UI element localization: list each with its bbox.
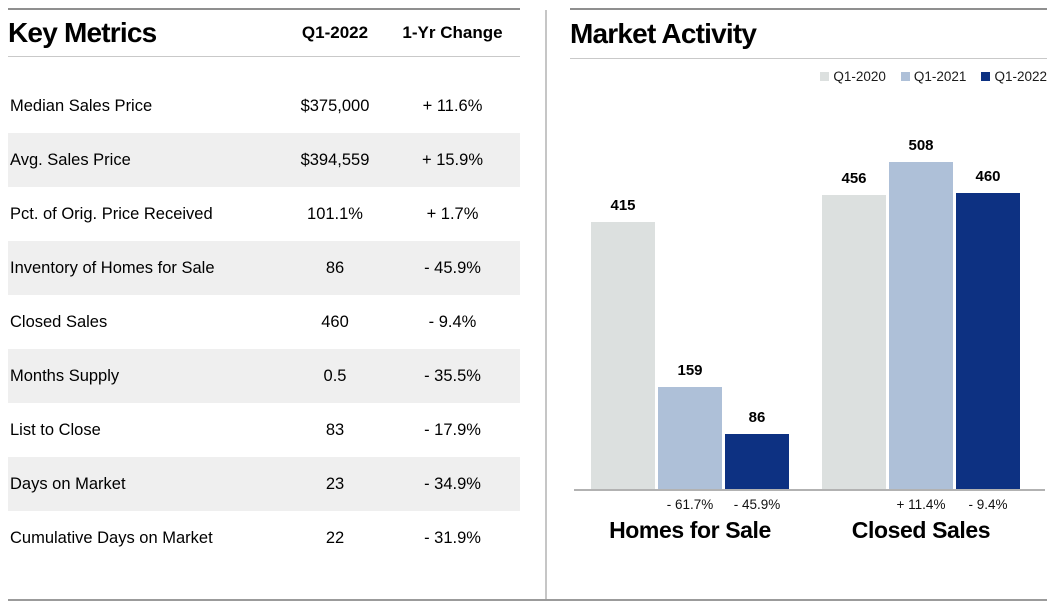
metric-change: + 15.9% bbox=[421, 150, 483, 169]
category-label-homes-for-sale: Homes for Sale bbox=[609, 517, 771, 543]
legend-swatch-icon bbox=[981, 71, 991, 81]
metric-value: 0.5 bbox=[323, 366, 347, 385]
bar-value-label: 415 bbox=[610, 197, 636, 214]
table-row: Closed Sales 460 - 9.4% bbox=[8, 295, 520, 349]
bar-q1-2020-closed-sales bbox=[822, 195, 886, 489]
bar-value-label: 86 bbox=[748, 409, 766, 426]
key-metrics-header: Key Metrics Q1-2022 1-Yr Change bbox=[8, 10, 520, 57]
metric-label: Avg. Sales Price bbox=[10, 150, 131, 169]
table-row: Pct. of Orig. Price Received 101.1% + 1.7% bbox=[8, 187, 520, 241]
metric-change: - 45.9% bbox=[424, 258, 481, 277]
bar-pct-change-label: - 45.9% bbox=[733, 497, 781, 512]
table-row: Median Sales Price $375,000 + 11.6% bbox=[8, 79, 520, 133]
bar-q1-2022-closed-sales bbox=[956, 193, 1020, 489]
bar-q1-2021-homes-for-sale bbox=[658, 387, 722, 489]
metric-change: - 17.9% bbox=[424, 420, 481, 439]
market-activity-title: Market Activity bbox=[570, 18, 757, 49]
bar-pct-change-label: - 9.4% bbox=[968, 497, 1008, 512]
bar-value-label: 508 bbox=[908, 137, 934, 154]
metric-value: 86 bbox=[325, 258, 345, 277]
table-row: Cumulative Days on Market 22 - 31.9% bbox=[8, 511, 520, 565]
market-activity-panel: Market Activity Q1-2020 Q1-2021 Q1-2022 41… bbox=[570, 8, 1047, 556]
bar-q1-2022-homes-for-sale bbox=[725, 434, 789, 489]
bottom-rule bbox=[8, 599, 1047, 601]
table-row: Avg. Sales Price $394,559 + 15.9% bbox=[8, 133, 520, 187]
table-row: List to Close 83 - 17.9% bbox=[8, 403, 520, 457]
metric-label: Cumulative Days on Market bbox=[10, 528, 213, 547]
metrics-rows: Median Sales Price $375,000 + 11.6% Avg. Sa… bbox=[8, 79, 520, 565]
metric-value: 101.1% bbox=[307, 204, 363, 223]
table-row: Days on Market 23 - 34.9% bbox=[8, 457, 520, 511]
table-row: Inventory of Homes for Sale 86 - 45.9% bbox=[8, 241, 520, 295]
metric-value: 23 bbox=[325, 474, 345, 493]
metric-label: Closed Sales bbox=[10, 312, 108, 331]
metric-change: - 34.9% bbox=[424, 474, 481, 493]
metric-change: - 9.4% bbox=[428, 312, 477, 331]
metric-value: $375,000 bbox=[300, 96, 370, 115]
vertical-divider bbox=[545, 10, 547, 600]
bar-pct-change-label: - 61.7% bbox=[666, 497, 714, 512]
metric-label: Median Sales Price bbox=[10, 96, 153, 115]
bar-value-label: 456 bbox=[841, 170, 867, 187]
market-activity-chart: 415 159 - 61.7% 86 - 45.9% Homes for Sale 456 5… bbox=[570, 86, 1047, 556]
legend-item: Q1-2021 bbox=[900, 68, 967, 84]
metric-change: - 35.5% bbox=[424, 366, 481, 385]
metric-value: 460 bbox=[321, 312, 349, 331]
bar-value-label: 460 bbox=[975, 168, 1001, 185]
metric-change: + 1.7% bbox=[426, 204, 479, 223]
legend-label: Q1-2021 bbox=[913, 68, 967, 84]
metric-label: List to Close bbox=[10, 420, 101, 439]
x-axis-line bbox=[574, 489, 1045, 491]
bar-q1-2020-homes-for-sale bbox=[591, 222, 655, 489]
metric-value: 22 bbox=[325, 528, 345, 547]
chart-legend: Q1-2020 Q1-2021 Q1-2022 bbox=[570, 66, 1047, 86]
metric-change: - 31.9% bbox=[424, 528, 481, 547]
metric-label: Inventory of Homes for Sale bbox=[10, 258, 215, 277]
market-activity-header: Market Activity bbox=[570, 10, 1047, 59]
metric-change: + 11.6% bbox=[422, 96, 483, 115]
bar-value-label: 159 bbox=[677, 362, 703, 379]
table-row: Months Supply 0.5 - 35.5% bbox=[8, 349, 520, 403]
key-metrics-panel: Key Metrics Q1-2022 1-Yr Change Median S… bbox=[8, 8, 520, 565]
metric-label: Days on Market bbox=[10, 474, 126, 493]
metric-label: Months Supply bbox=[10, 366, 120, 385]
key-metrics-title: Key Metrics bbox=[8, 17, 157, 48]
metric-label: Pct. of Orig. Price Received bbox=[10, 204, 213, 223]
legend-swatch-icon bbox=[820, 71, 830, 81]
bar-pct-change-label: + 11.4% bbox=[896, 497, 946, 512]
metric-value: $394,559 bbox=[300, 150, 370, 169]
column-header-change: 1-Yr Change bbox=[402, 23, 503, 42]
legend-item: Q1-2022 bbox=[981, 69, 1047, 84]
legend-swatch-icon bbox=[900, 71, 910, 81]
bar-q1-2021-closed-sales bbox=[889, 162, 953, 489]
legend-item: Q1-2020 bbox=[820, 69, 886, 84]
legend-label: Q1-2020 bbox=[833, 68, 886, 84]
metric-value: 83 bbox=[325, 420, 345, 439]
category-label-closed-sales: Closed Sales bbox=[851, 517, 991, 543]
column-header-period: Q1-2022 bbox=[301, 23, 369, 42]
legend-label: Q1-2022 bbox=[994, 68, 1047, 84]
